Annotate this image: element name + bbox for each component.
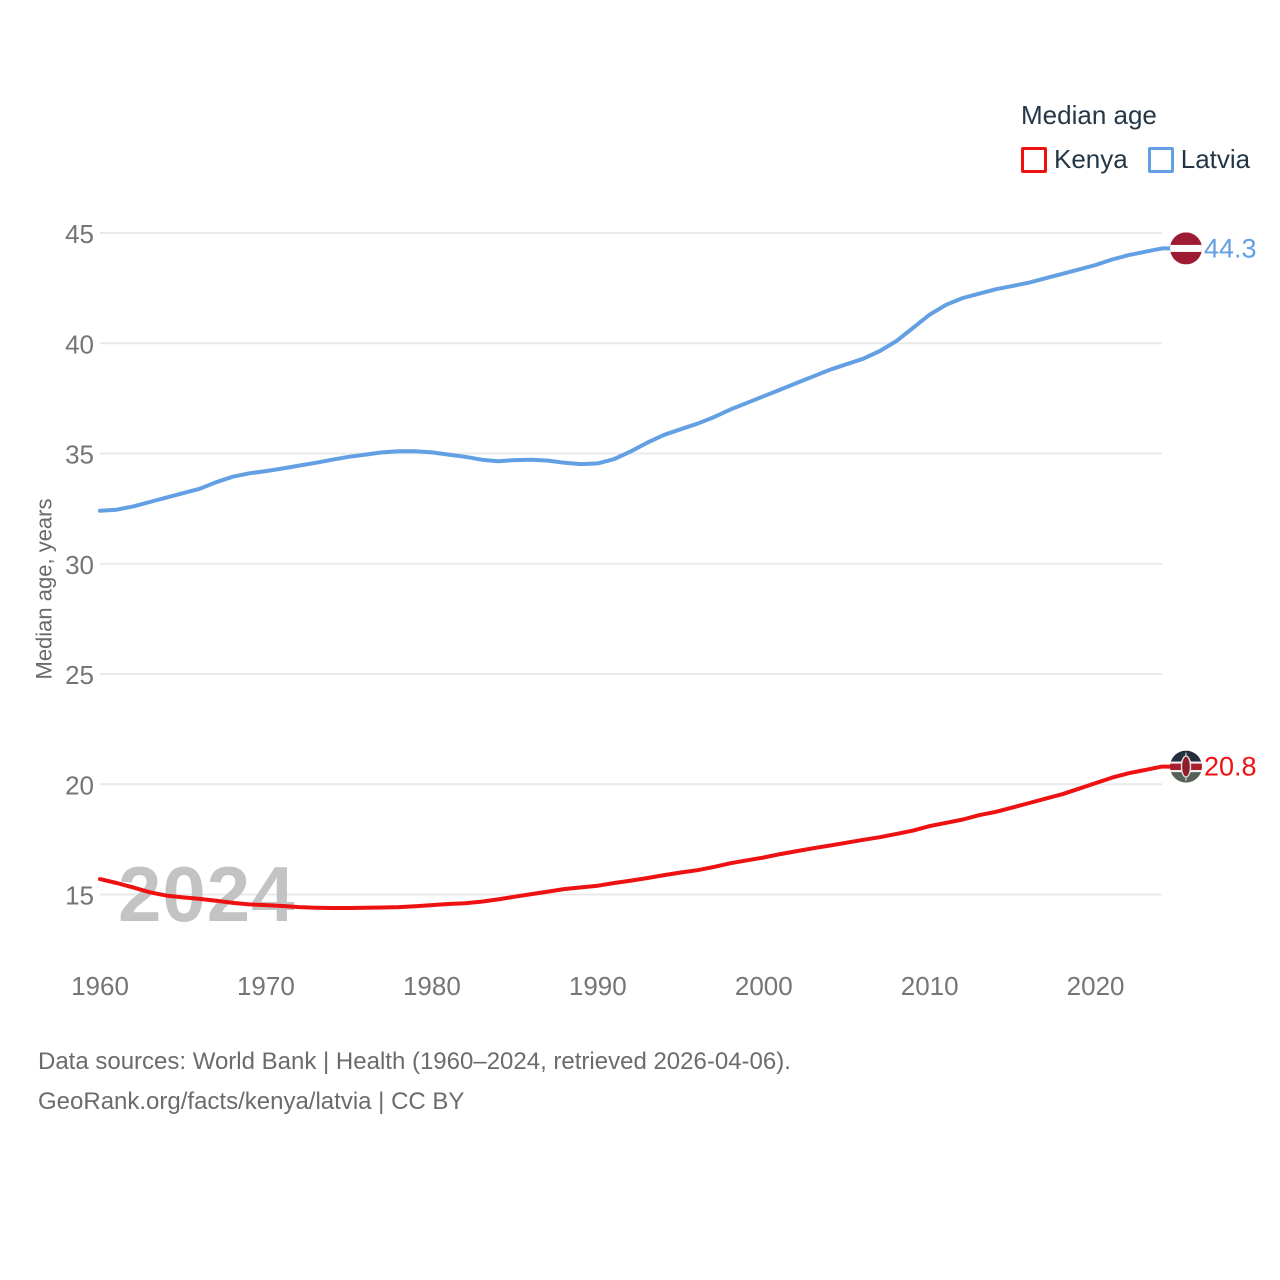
y-axis-label: Median age, years bbox=[32, 499, 57, 680]
y-tick-label-20: 20 bbox=[65, 770, 94, 800]
x-tick-label-2000: 2000 bbox=[735, 971, 793, 1001]
kenya-flag-icon bbox=[1170, 750, 1202, 783]
y-tick-label-35: 35 bbox=[65, 440, 94, 470]
x-tick-label-2020: 2020 bbox=[1067, 971, 1125, 1001]
y-tick-label-45: 45 bbox=[65, 219, 94, 249]
legend: Median age Kenya Latvia bbox=[1021, 100, 1250, 175]
x-tick-label-1990: 1990 bbox=[569, 971, 627, 1001]
x-tick-label-2010: 2010 bbox=[901, 971, 959, 1001]
legend-checkbox-kenya bbox=[1021, 146, 1047, 173]
legend-item-label: Latvia bbox=[1180, 144, 1251, 174]
chart-svg: 15 20 25 30 35 40 45 2024 Median age, years 1960 1… bbox=[32, 219, 1257, 1001]
latvia-line bbox=[98, 246, 1182, 513]
y-tick-label-40: 40 bbox=[65, 329, 94, 359]
footer-data-sources: Data sources: World Bank | Health (1960–… bbox=[38, 1048, 791, 1075]
legend-item-label: Kenya bbox=[1054, 144, 1128, 174]
y-tick-label-25: 25 bbox=[65, 660, 94, 690]
footer-attribution: GeoRank.org/facts/kenya/latvia | CC BY bbox=[38, 1088, 465, 1115]
y-tick-label-30: 30 bbox=[65, 550, 94, 580]
x-tick-label-1960: 1960 bbox=[71, 971, 129, 1001]
legend-items: Kenya Latvia bbox=[1021, 144, 1250, 175]
chart-title: Median age bbox=[1021, 100, 1157, 130]
legend-item-latvia[interactable]: Latvia bbox=[1147, 144, 1251, 175]
legend-checkbox-latvia bbox=[1147, 146, 1174, 173]
kenya-line bbox=[98, 764, 1182, 910]
watermark-year: 2024 bbox=[118, 850, 296, 938]
footer: Data sources: World Bank | Health (1960–… bbox=[38, 1042, 791, 1122]
latvia-flag-icon bbox=[1170, 232, 1202, 265]
y-tick-label-15: 15 bbox=[65, 881, 94, 911]
legend-item-kenya[interactable]: Kenya bbox=[1021, 144, 1128, 175]
kenya-end-value: 20.8 bbox=[1204, 752, 1257, 782]
x-tick-label-1980: 1980 bbox=[403, 971, 461, 1001]
x-tick-label-1970: 1970 bbox=[237, 971, 295, 1001]
latvia-end-value: 44.3 bbox=[1204, 233, 1257, 263]
